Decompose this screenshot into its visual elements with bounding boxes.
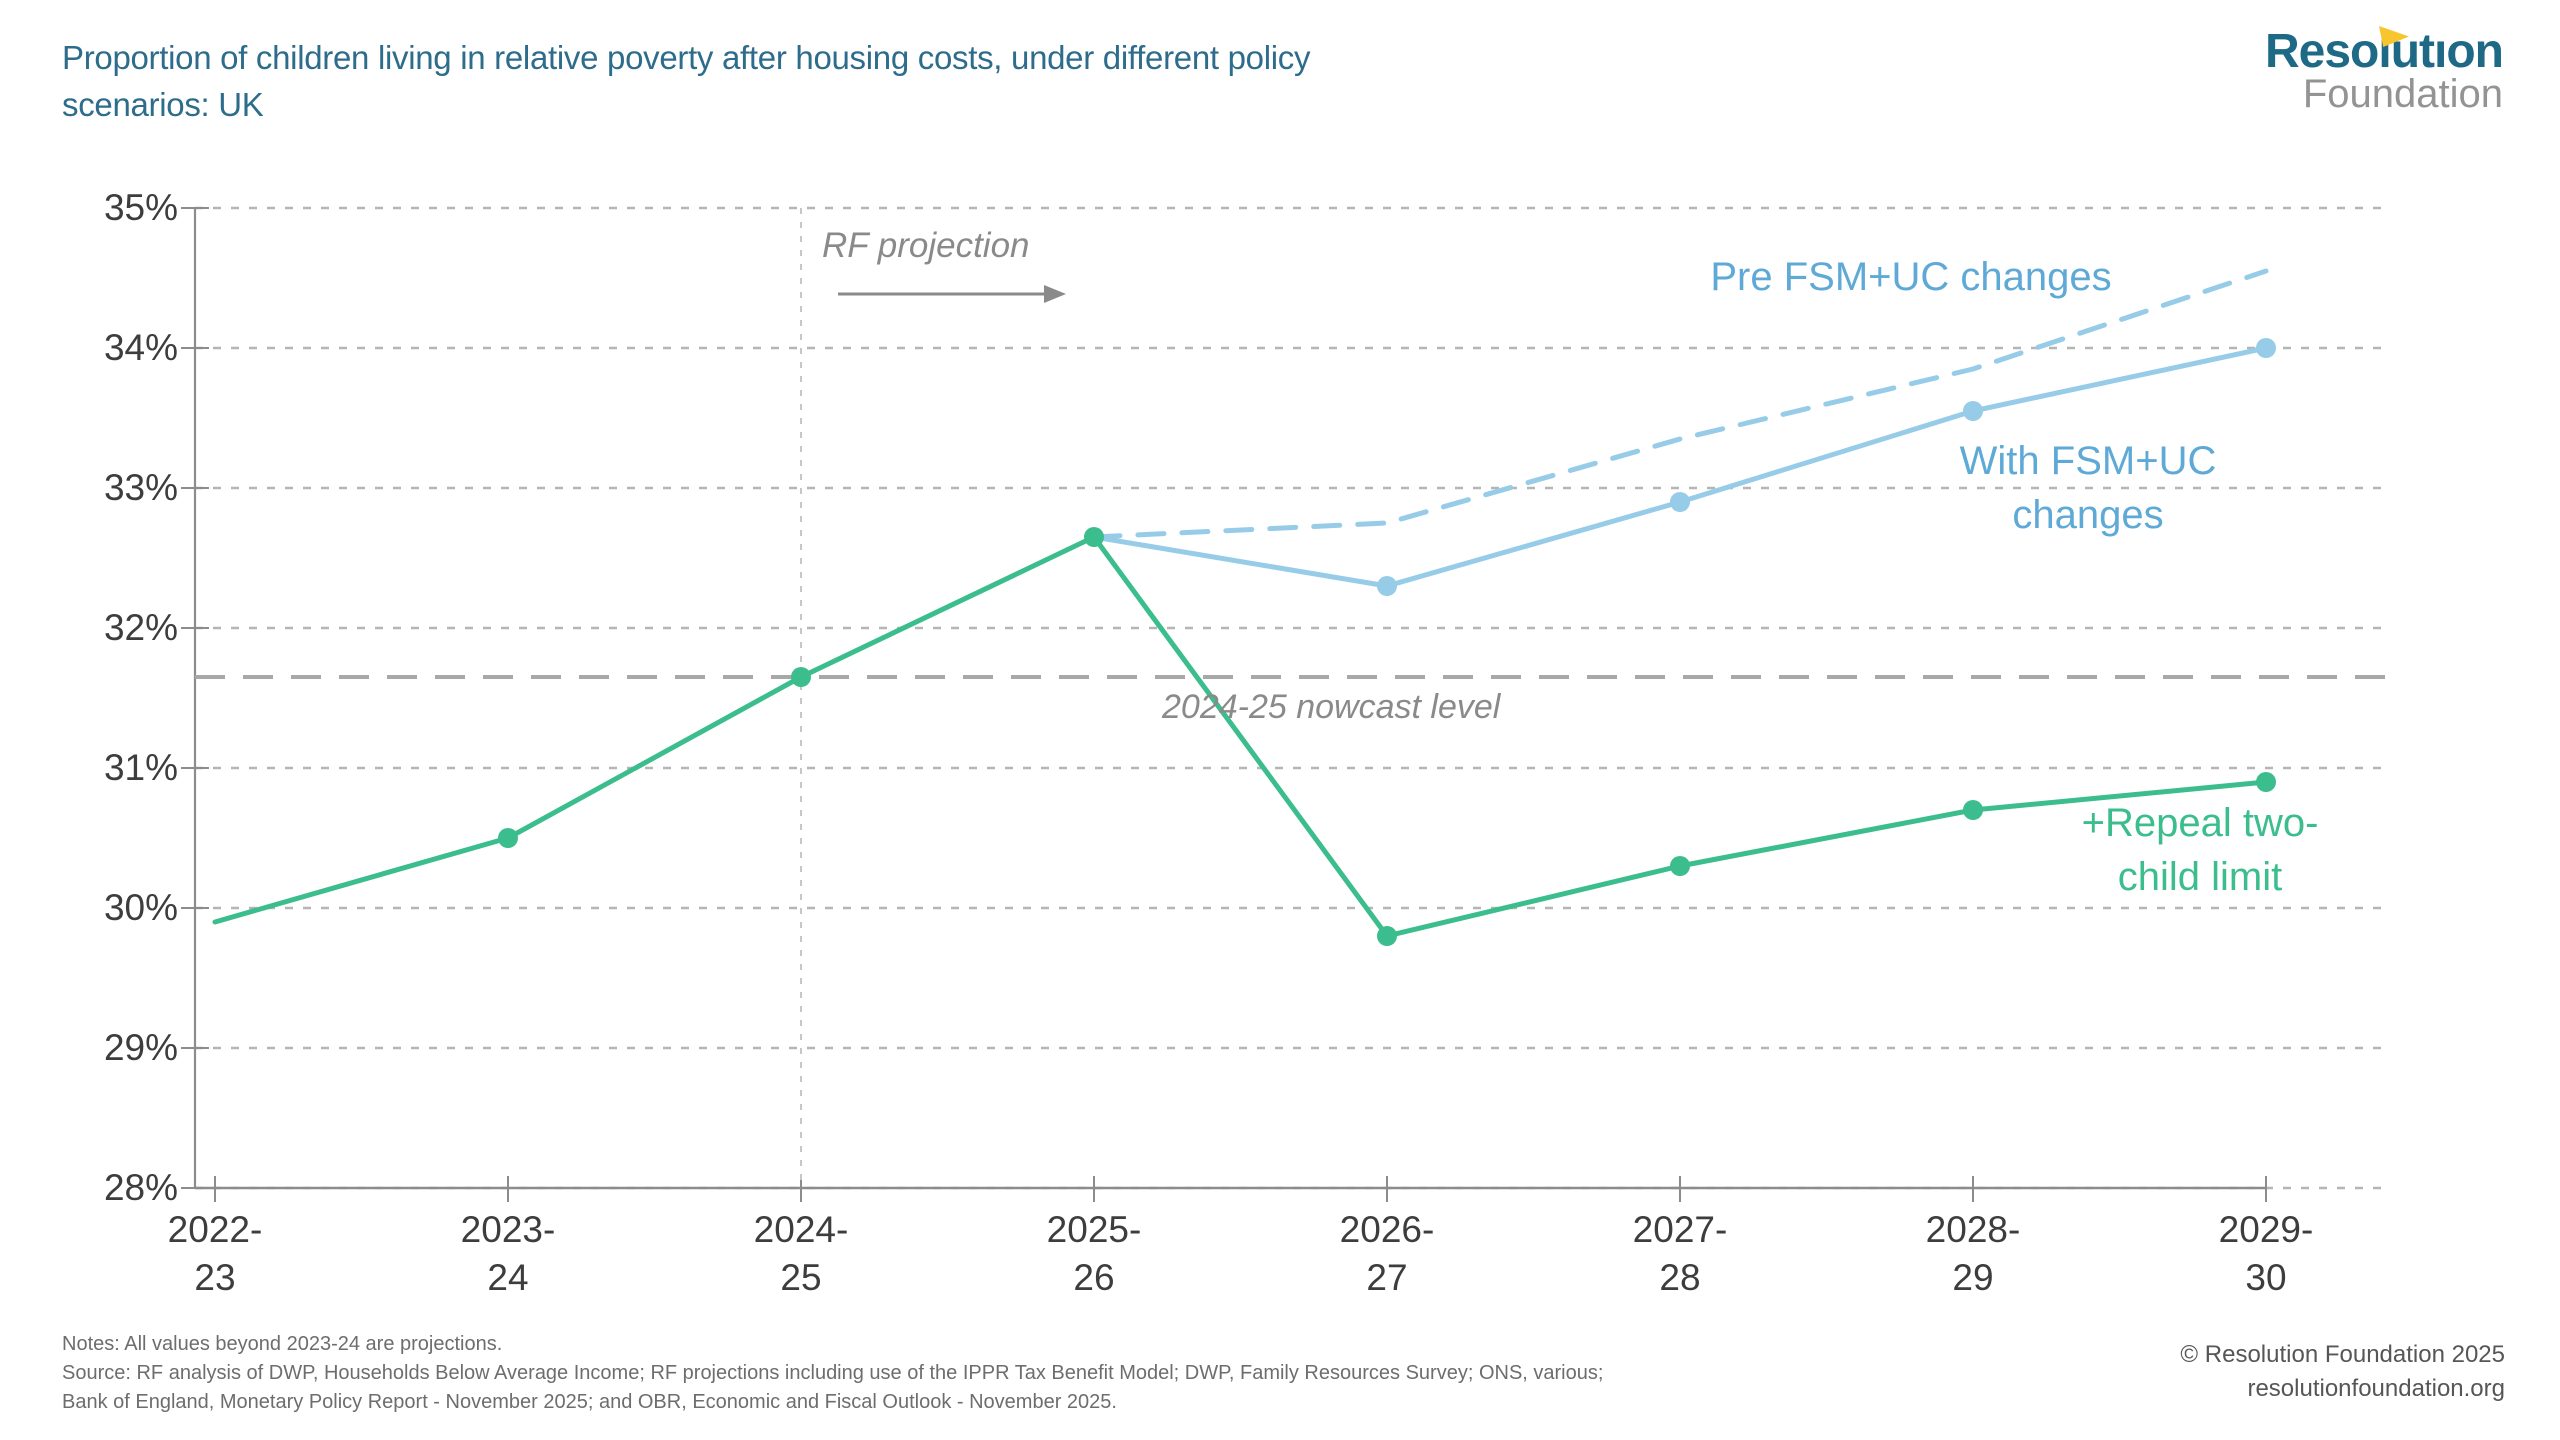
pre-fsm-uc-series-label: Pre FSM+UC changes bbox=[1710, 255, 2112, 299]
series-repeal-two-child-path bbox=[212, 534, 2269, 939]
nowcast-level-annotation: 2024-25 nowcast level bbox=[1162, 688, 1501, 726]
x-axis-tick-label: 2022- 23 bbox=[167, 1209, 263, 1298]
data-point bbox=[2256, 772, 2276, 792]
y-axis-tick-label: 31% bbox=[103, 747, 178, 788]
x-axis-tick-label: 2029- 30 bbox=[2218, 1209, 2314, 1298]
data-point bbox=[2256, 338, 2276, 358]
footer-copyright-block: © Resolution Foundation 2025 resolutionf… bbox=[2180, 1338, 2505, 1406]
data-point bbox=[1084, 527, 1104, 547]
repeal-two-child-series-label: +Repeal two- child limit bbox=[1990, 796, 2410, 904]
website-link: resolutionfoundation.org bbox=[2247, 1375, 2505, 1402]
x-axis-tick-label: 2027- 28 bbox=[1632, 1209, 1728, 1298]
x-axis-tick-label: 2025- 26 bbox=[1046, 1209, 1142, 1298]
rf-projection-annotation: RF projection bbox=[822, 226, 1030, 265]
copyright-line: © Resolution Foundation 2025 bbox=[2180, 1341, 2505, 1368]
data-point bbox=[791, 667, 811, 687]
y-axis-tick-label: 33% bbox=[103, 467, 178, 508]
series-repeal-two-child-line bbox=[212, 527, 2276, 946]
data-point bbox=[498, 828, 518, 848]
source-line-2: Bank of England, Monetary Policy Report … bbox=[62, 1391, 1117, 1413]
y-axis-tick-label: 35% bbox=[103, 187, 178, 228]
source-line-1: Source: RF analysis of DWP, Households B… bbox=[62, 1362, 1604, 1384]
data-point bbox=[1670, 492, 1690, 512]
page-title: Proportion of children living in relativ… bbox=[62, 34, 1462, 128]
with-fsm-uc-label-line-2: changes bbox=[2012, 493, 2164, 537]
rf-projection-arrowhead-icon bbox=[1044, 285, 1066, 303]
with-fsm-uc-label-line-1: With FSM+UC bbox=[1959, 439, 2217, 483]
page-title-line-2: scenarios: UK bbox=[62, 86, 264, 123]
page-title-line-1: Proportion of children living in relativ… bbox=[62, 39, 1311, 76]
footer-notes-block: Notes: All values beyond 2023-24 are pro… bbox=[62, 1330, 1682, 1417]
series-pre-fsm-uc-line bbox=[1091, 268, 2269, 540]
repeal-label-line-1: +Repeal two- bbox=[2081, 801, 2319, 845]
logo-subtext: Foundation bbox=[2302, 72, 2503, 116]
notes-line: Notes: All values beyond 2023-24 are pro… bbox=[62, 1333, 503, 1355]
y-axis-tick-label: 34% bbox=[103, 327, 178, 368]
series-with-fsm-uc-line bbox=[1091, 338, 2276, 596]
data-point bbox=[1963, 401, 1983, 421]
series-pre-fsm-uc-path bbox=[1091, 268, 2269, 540]
resolution-foundation-logo: Resolutıon Foundation bbox=[2085, 16, 2505, 126]
data-point bbox=[1963, 800, 1983, 820]
repeal-label-line-2: child limit bbox=[2117, 855, 2283, 899]
with-fsm-uc-series-label: With FSM+UC changes bbox=[1888, 434, 2288, 542]
x-axis-tick-label: 2028- 29 bbox=[1925, 1209, 2021, 1298]
x-axis-tick-label: 2024- 25 bbox=[753, 1209, 849, 1298]
y-axis-tick-label: 30% bbox=[103, 887, 178, 928]
data-point bbox=[1377, 576, 1397, 596]
y-axis-tick-label: 32% bbox=[103, 607, 178, 648]
y-axis-tick-label: 28% bbox=[103, 1167, 178, 1208]
data-point bbox=[1377, 926, 1397, 946]
x-axis-tick-label: 2026- 27 bbox=[1339, 1209, 1435, 1298]
x-axis-tick-label: 2023- 24 bbox=[460, 1209, 556, 1298]
y-axis-tick-label: 29% bbox=[103, 1027, 178, 1068]
data-point bbox=[1670, 856, 1690, 876]
